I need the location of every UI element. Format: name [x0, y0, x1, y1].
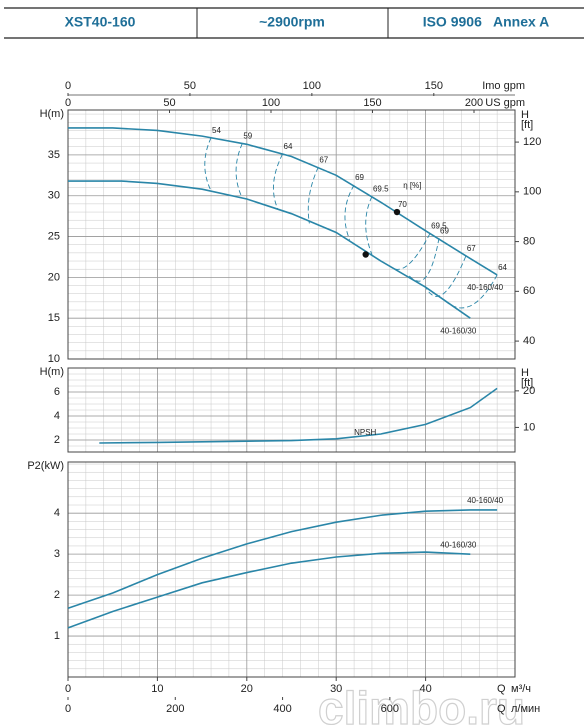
efficiency-contour: [235, 143, 243, 199]
curve-label: 40-160/30: [440, 326, 477, 335]
x2-tick-label: 0: [65, 80, 71, 92]
y-tick-label: 6: [54, 386, 60, 398]
y-tick-label: 1: [54, 630, 60, 642]
efficiency-contour: [389, 233, 431, 270]
curve-label: 40-160/40: [467, 496, 504, 505]
x2-tick-label: 100: [262, 97, 280, 109]
y-tick-label: 25: [48, 230, 60, 242]
y2-tick-label: 100: [523, 186, 541, 198]
y-tick-label: 4: [54, 507, 60, 519]
y2-axis-label: H: [521, 367, 529, 379]
header-cell: XST40-160: [65, 14, 136, 30]
curve: [68, 127, 498, 276]
efficiency-contour: [307, 166, 319, 224]
operating-point: [362, 251, 369, 258]
y2-tick-label: 10: [523, 421, 535, 433]
efficiency-title: η [%]: [403, 181, 421, 190]
efficiency-label: 67: [467, 244, 476, 253]
efficiency-label: 69: [440, 226, 449, 235]
efficiency-contour: [344, 184, 355, 240]
y-tick-label: 10: [48, 353, 60, 365]
x2-tick-label: 100: [303, 80, 321, 92]
y-axis-label: H(m): [40, 108, 64, 120]
x2-tick-label: 600: [381, 703, 399, 715]
y2-tick-label: 20: [523, 385, 535, 397]
y-tick-label: 2: [54, 589, 60, 601]
x-tick-label: 10: [151, 683, 163, 695]
efficiency-contour: [425, 255, 467, 297]
x2-tick-label: 50: [163, 97, 175, 109]
efficiency-label: 69.5: [431, 221, 447, 230]
efficiency-label: 59: [243, 132, 252, 141]
y-tick-label: 2: [54, 434, 60, 446]
efficiency-contour: [365, 196, 373, 255]
y2-tick-label: 120: [523, 136, 541, 148]
y2-tick-label: 80: [523, 235, 535, 247]
x2-axis-label: Imo gpm: [482, 80, 525, 92]
y2-axis-label: [ft]: [521, 377, 533, 389]
header-cell: ~2900rpm: [259, 14, 325, 30]
y-tick-label: 15: [48, 312, 60, 324]
curve: [67, 551, 471, 629]
y2-axis-label: H: [521, 109, 529, 121]
y2-tick-label: 60: [523, 285, 535, 297]
x-tick-label: 0: [65, 683, 71, 695]
x2-axis-label: US gpm: [485, 97, 525, 109]
x-axis-label: м³/ч: [511, 683, 531, 695]
panel: 10 15 20 25 30 35 H(m) 40 60 80 100 120 H[ft] 0 50 100 1…: [40, 80, 542, 365]
y-tick-label: 35: [48, 149, 60, 161]
plot-frame: [67, 367, 516, 453]
x2-tick-label: 150: [363, 97, 381, 109]
curve-annotation: NPSH: [354, 428, 376, 437]
panel: 2 4 6 H(m) 10 20 H[ft] NPSH: [40, 366, 535, 453]
y-axis-label: P2(kW): [27, 460, 64, 472]
efficiency-contour: [204, 137, 212, 192]
efficiency-label: 64: [284, 142, 293, 151]
y-tick-label: 4: [54, 410, 60, 422]
x2-tick-label: 200: [465, 97, 483, 109]
x2-axis-label: л/мин: [511, 703, 540, 715]
x2-axis-label: Q: [497, 703, 506, 715]
x2-tick-label: 0: [65, 97, 71, 109]
x-tick-label: 40: [419, 683, 431, 695]
curve-label: 40-160/40: [467, 283, 504, 292]
y2-tick-label: 40: [523, 335, 535, 347]
curve: [68, 180, 471, 319]
x2-tick-label: 200: [166, 703, 184, 715]
x2-tick-label: 400: [273, 703, 291, 715]
x-tick-label: 30: [330, 683, 342, 695]
y2-axis-label: [ft]: [521, 119, 533, 131]
curve: [67, 509, 498, 609]
efficiency-label: 70: [398, 200, 407, 209]
efficiency-label: 64: [498, 263, 507, 272]
y-tick-label: 3: [54, 548, 60, 560]
efficiency-contour: [273, 153, 283, 210]
efficiency-label: 69.5: [373, 185, 389, 194]
efficiency-label: 54: [212, 126, 221, 135]
watermark: climbo.ru: [318, 682, 525, 725]
y-tick-label: 30: [48, 190, 60, 202]
x-tick-label: 20: [241, 683, 253, 695]
plot-frame: [67, 461, 516, 678]
x2-tick-label: 0: [65, 703, 71, 715]
y-axis-label: H(m): [40, 366, 64, 378]
efficiency-label: 69: [355, 173, 364, 182]
header-cell: ISO 9906 Annex A: [423, 14, 550, 30]
curve-label: 40-160/30: [440, 540, 477, 549]
plot-frame: [67, 109, 516, 360]
x2-tick-label: 50: [184, 80, 196, 92]
curve: [99, 387, 498, 444]
header: XST40-160 ~2900rpm ISO 9906 Annex A: [4, 7, 584, 39]
efficiency-contour: [407, 238, 440, 282]
y-tick-label: 20: [48, 271, 60, 283]
x2-tick-label: 150: [425, 80, 443, 92]
x-axis-label: Q: [497, 683, 506, 695]
operating-point: [393, 208, 401, 216]
efficiency-label: 67: [319, 155, 328, 164]
